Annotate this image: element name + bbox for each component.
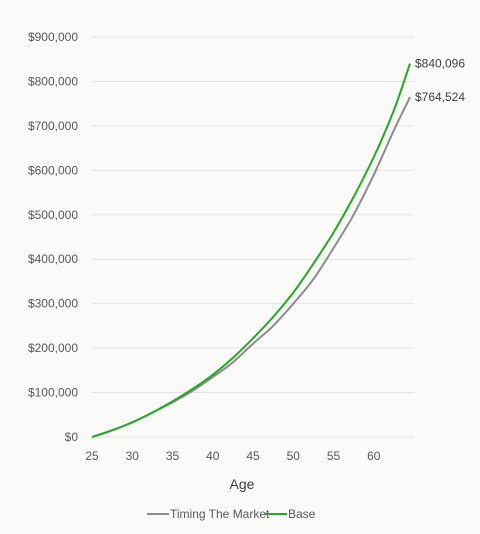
x-tick-label: 50 [287, 449, 301, 463]
x-tick-label: 60 [367, 449, 381, 463]
x-tick-label: 35 [166, 449, 180, 463]
series-line-timing-the-market [91, 96, 411, 438]
x-axis-title: Age [230, 476, 255, 492]
x-tick-label: 55 [327, 449, 341, 463]
y-tick-label: $300,000 [28, 297, 78, 311]
end-value-labels: $764,524 $840,096 [415, 57, 465, 105]
x-tick-label: 25 [85, 449, 99, 463]
y-tick-label: $400,000 [28, 252, 78, 266]
y-tick-label: $800,000 [28, 74, 78, 88]
legend-label: Timing The Market [170, 507, 270, 521]
y-axis-tick-labels: $0 $100,000 $200,000 $300,000 $400,000 $500,0… [28, 30, 78, 444]
gridlines [92, 36, 414, 438]
y-tick-label: $500,000 [28, 208, 78, 222]
series-lines [91, 63, 411, 438]
legend: Timing The Market Base [147, 507, 316, 521]
x-tick-label: 30 [126, 449, 140, 463]
y-tick-label: $600,000 [28, 163, 78, 177]
y-tick-label: $100,000 [28, 386, 78, 400]
legend-label: Base [288, 507, 316, 521]
x-axis-tick-labels: 25 30 35 40 45 50 55 60 [85, 449, 380, 463]
y-tick-label: $900,000 [28, 30, 78, 44]
y-tick-label: $700,000 [28, 119, 78, 133]
x-tick-label: 40 [206, 449, 220, 463]
y-tick-label: $200,000 [28, 341, 78, 355]
end-value-label: $764,524 [415, 90, 465, 104]
end-value-label: $840,096 [415, 57, 465, 71]
series-line-base [91, 63, 411, 438]
x-tick-label: 45 [246, 449, 260, 463]
y-tick-label: $0 [65, 430, 79, 444]
